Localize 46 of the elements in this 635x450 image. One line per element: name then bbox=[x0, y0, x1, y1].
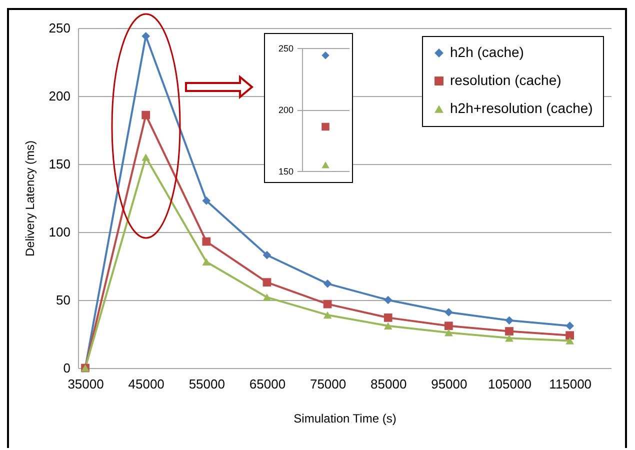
point bbox=[566, 337, 574, 344]
legend-label: h2h+resolution (cache) bbox=[450, 100, 593, 116]
legend-label: h2h (cache) bbox=[450, 44, 524, 60]
y-tick-label: 100 bbox=[48, 224, 70, 240]
point bbox=[202, 196, 211, 205]
point bbox=[444, 308, 453, 316]
point bbox=[505, 327, 514, 336]
point bbox=[142, 110, 150, 120]
y-tick-label: 200 bbox=[48, 88, 70, 104]
point bbox=[384, 313, 392, 322]
x-tick-label: 115000 bbox=[549, 376, 592, 392]
y-tick-label: 150 bbox=[48, 156, 70, 172]
y-axis-title: Delivery Latency (ms) bbox=[22, 140, 37, 257]
x-tick-label: 55000 bbox=[188, 376, 225, 392]
point bbox=[505, 334, 514, 342]
x-axis-title: Simulation Time (s) bbox=[294, 412, 396, 426]
point bbox=[566, 322, 574, 330]
point bbox=[262, 294, 272, 301]
point bbox=[323, 279, 332, 288]
y-tick-label: 250 bbox=[278, 44, 294, 54]
point bbox=[384, 296, 392, 304]
y-tick-label: 50 bbox=[56, 292, 70, 308]
point bbox=[323, 300, 332, 308]
x-tick-label: 65000 bbox=[249, 376, 286, 392]
point bbox=[262, 250, 272, 260]
point bbox=[202, 237, 211, 246]
x-tick-label: 105000 bbox=[488, 376, 532, 392]
point bbox=[444, 322, 453, 330]
y-tick-label: 250 bbox=[48, 20, 70, 36]
y-tick-label: 150 bbox=[278, 166, 294, 176]
x-tick-label: 75000 bbox=[310, 376, 346, 392]
x-tick-label: 95000 bbox=[431, 376, 468, 392]
point bbox=[142, 154, 150, 161]
x-tick-label: 45000 bbox=[128, 376, 164, 392]
y-tick-label: 0 bbox=[63, 360, 70, 376]
point bbox=[384, 322, 392, 330]
point bbox=[566, 331, 574, 340]
point bbox=[323, 311, 332, 319]
point bbox=[505, 316, 514, 325]
x-tick-label: 85000 bbox=[370, 376, 407, 392]
x-tick-label: 35000 bbox=[68, 376, 104, 392]
point bbox=[262, 278, 272, 287]
point bbox=[444, 329, 453, 336]
point bbox=[202, 258, 211, 266]
legend-label: resolution (cache) bbox=[450, 72, 562, 88]
y-tick-label: 200 bbox=[278, 105, 294, 115]
